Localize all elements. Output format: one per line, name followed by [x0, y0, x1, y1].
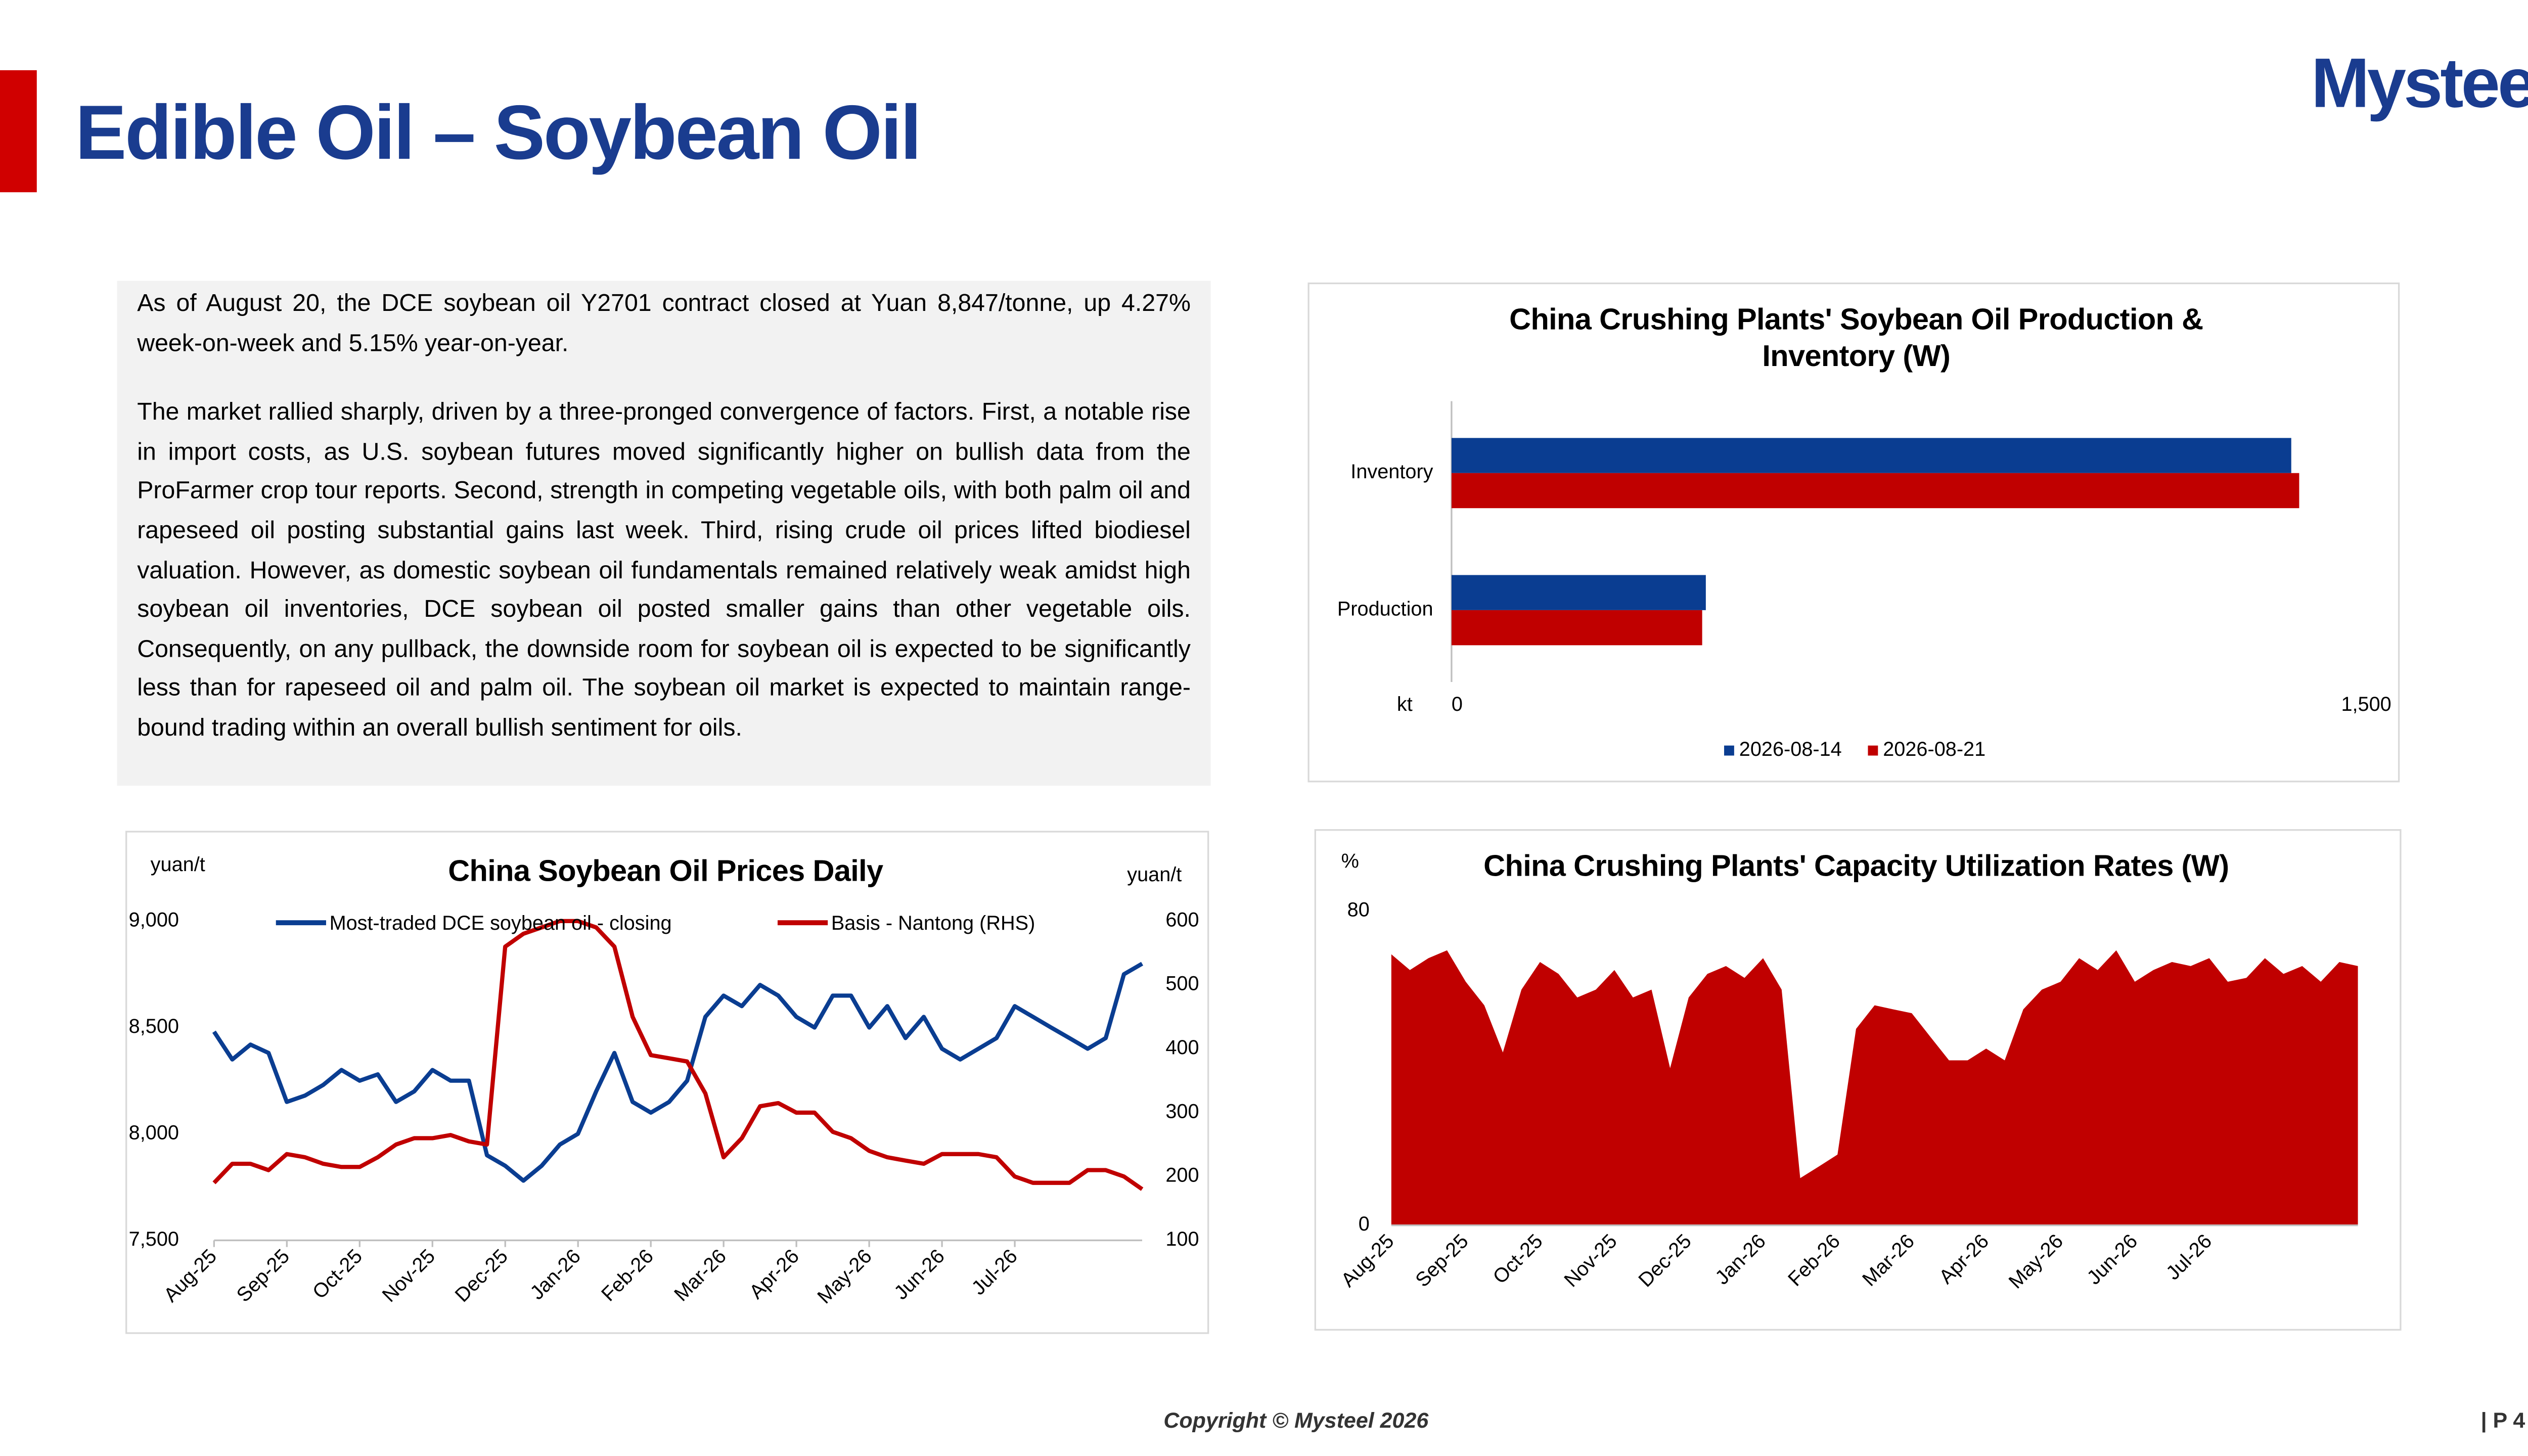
legend-label: 2026-08-21: [1883, 738, 1985, 760]
y-tick-label: Inventory: [1350, 461, 1433, 483]
y-tick-label: 8,500: [129, 1015, 179, 1037]
summary-paragraph: As of August 20, the DCE soybean oil Y27…: [137, 291, 1191, 357]
y-tick-label: 9,000: [129, 908, 179, 931]
x-tick-label: Aug-25: [160, 1245, 221, 1307]
x-tick-label: 1,500: [2341, 693, 2391, 715]
x-tick-label: Feb-26: [597, 1245, 658, 1306]
y-tick-label: Production: [1337, 598, 1433, 620]
y-axis-label: yuan/t: [151, 853, 205, 876]
y2-tick-label: 600: [1165, 908, 1199, 931]
legend-label: Most-traded DCE soybean oil - closing: [330, 912, 672, 934]
y2-tick-label: 200: [1165, 1164, 1199, 1187]
bar: [1451, 610, 1702, 646]
legend-swatch: [1724, 745, 1734, 756]
y-tick-label: 80: [1347, 899, 1370, 921]
x-tick-label: May-26: [813, 1245, 876, 1308]
x-tick-label: Jun-26: [890, 1245, 949, 1304]
x-tick-label: Mar-26: [1858, 1230, 1919, 1291]
x-tick-label: Jun-26: [2083, 1230, 2142, 1289]
x-tick-label: Dec-25: [1634, 1230, 1696, 1292]
y-tick-label: 7,500: [129, 1228, 179, 1250]
x-tick-label: Jan-26: [1711, 1230, 1770, 1289]
x-axis-label: kt: [1397, 693, 1413, 715]
bar: [1451, 473, 2299, 509]
x-tick-label: May-26: [2004, 1230, 2067, 1293]
y2-tick-label: 300: [1165, 1100, 1199, 1122]
summary-box: As of August 20, the DCE soybean oil Y27…: [117, 281, 1211, 786]
x-tick-label: Jul-26: [2162, 1230, 2217, 1285]
y2-tick-label: 400: [1165, 1036, 1199, 1059]
legend-label: Basis - Nantong (RHS): [831, 912, 1035, 934]
x-tick-label: Nov-25: [378, 1245, 439, 1307]
page-number: | P 4: [2480, 1407, 2525, 1433]
chart-frame: [125, 831, 1209, 1334]
y2-tick-label: 500: [1165, 973, 1199, 995]
summary-paragraph: The market rallied sharply, driven by a …: [137, 399, 1191, 742]
x-tick-label: Nov-25: [1560, 1230, 1621, 1292]
x-tick-label: Jul-26: [967, 1245, 1022, 1300]
accent-bar: [0, 70, 37, 193]
copyright: Copyright © Mysteel 2026: [1163, 1407, 1429, 1433]
chart-title: China Crushing Plants' Capacity Utilizat…: [1483, 849, 2229, 883]
logo: Mysteel: [2311, 43, 2528, 122]
x-tick-label: Sep-25: [233, 1245, 294, 1307]
y-axis-label: %: [1341, 850, 1359, 873]
bar: [1451, 575, 1706, 610]
x-tick-label: Sep-25: [1411, 1230, 1473, 1292]
legend-swatch: [1868, 745, 1878, 756]
x-tick-label: Jan-26: [526, 1245, 585, 1304]
legend-label: 2026-08-14: [1739, 738, 1842, 760]
area-series: [1391, 950, 2358, 1225]
y2-axis-label: yuan/t: [1127, 863, 1182, 886]
x-tick-label: Oct-25: [1488, 1230, 1547, 1288]
line-series: [212, 919, 1144, 1191]
page-title: Edible Oil – Soybean Oil: [75, 88, 922, 176]
chart-frame: [1314, 829, 2402, 1331]
bar: [1451, 438, 2291, 473]
chart-frame: [1307, 282, 2400, 783]
x-tick-label: Apr-26: [1935, 1230, 1993, 1288]
chart-title: China Soybean Oil Prices Daily: [448, 854, 883, 888]
y-tick-label: 0: [1359, 1213, 1370, 1235]
x-tick-label: Aug-25: [1337, 1230, 1398, 1292]
x-tick-label: Dec-25: [450, 1245, 512, 1307]
x-tick-label: 0: [1452, 693, 1463, 715]
x-tick-label: Mar-26: [670, 1245, 731, 1306]
line-series: [212, 962, 1144, 1183]
y2-tick-label: 100: [1165, 1228, 1199, 1250]
chart-title: China Crushing Plants' Soybean Oil Produ…: [1509, 302, 2203, 373]
x-tick-label: Feb-26: [1784, 1230, 1844, 1291]
x-tick-label: Apr-26: [745, 1245, 803, 1303]
x-tick-label: Oct-25: [308, 1245, 367, 1303]
y-tick-label: 8,000: [129, 1121, 179, 1144]
